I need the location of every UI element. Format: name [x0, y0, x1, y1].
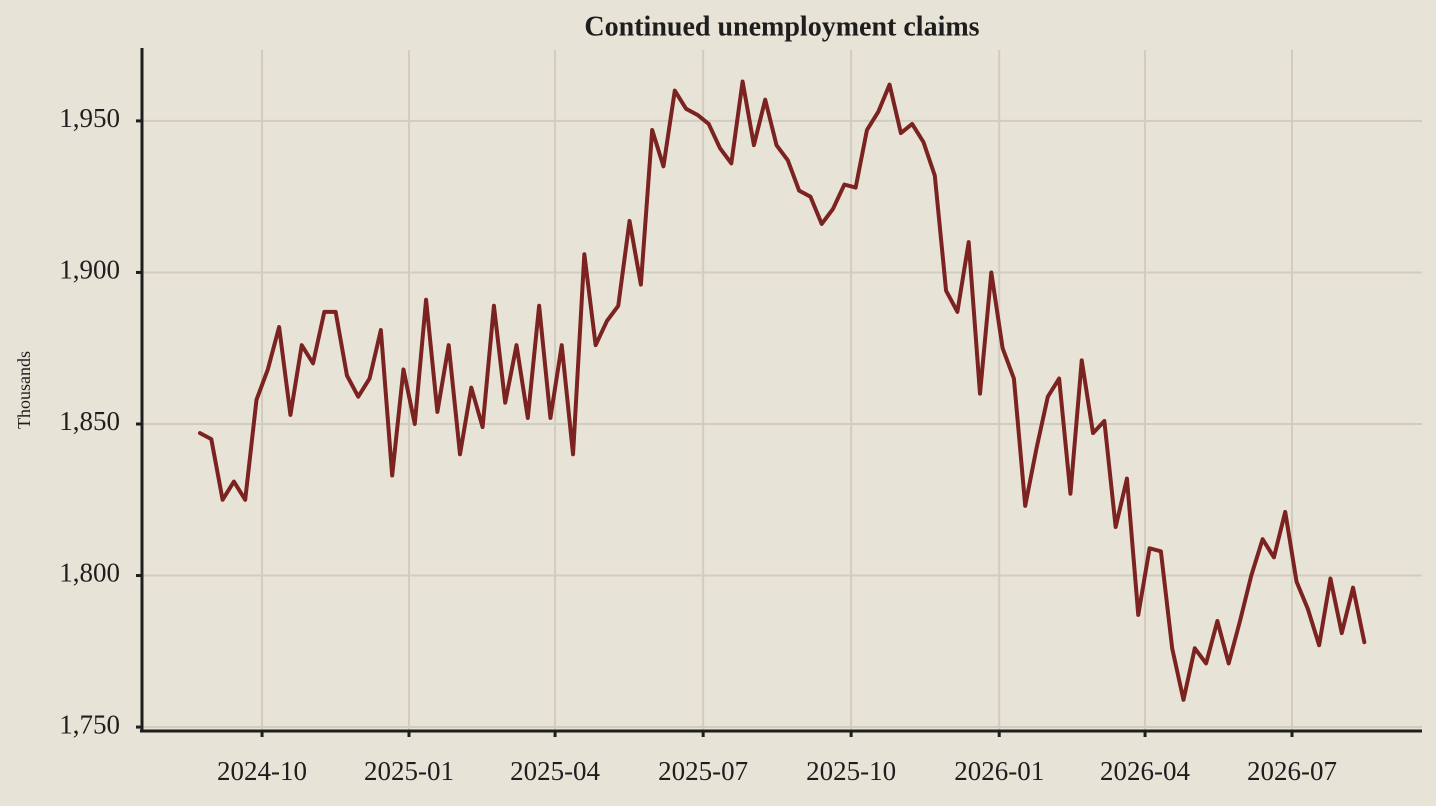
x-tick-label: 2026-01	[954, 756, 1044, 786]
chart-title: Continued unemployment claims	[584, 11, 979, 42]
line-series	[197, 79, 1367, 702]
x-tick-label: 2024-10	[217, 756, 307, 786]
x-tick-label: 2025-07	[658, 756, 748, 786]
x-tick-label: 2026-07	[1247, 756, 1337, 786]
x-tick-label: 2025-10	[806, 756, 896, 786]
y-tick-label: 1,800	[59, 558, 120, 588]
y-axis-label: Thousands	[14, 351, 34, 429]
y-tick-label: 1,850	[59, 406, 120, 436]
x-tick-label: 2025-01	[364, 756, 454, 786]
plot-area	[197, 79, 1367, 702]
y-tick-label: 1,950	[59, 103, 120, 133]
y-tick-label: 1,900	[59, 255, 120, 285]
y-tick-label: 1,750	[59, 709, 120, 739]
x-tick-label: 2025-04	[510, 756, 600, 786]
x-tick-label: 2026-04	[1100, 756, 1190, 786]
